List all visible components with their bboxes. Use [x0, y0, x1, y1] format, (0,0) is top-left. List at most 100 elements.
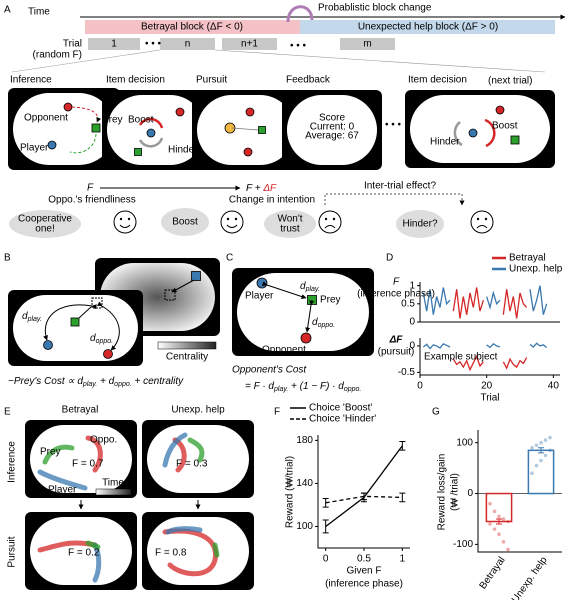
prey-label: Prey	[102, 115, 123, 126]
time-label: Time	[102, 478, 124, 489]
opponent-label: Opponent	[24, 113, 68, 124]
subject-point	[492, 527, 497, 531]
arena	[13, 93, 115, 165]
subject-point	[530, 445, 534, 450]
error-bar	[538, 447, 544, 454]
trajectory	[212, 542, 220, 558]
trial-cell-label: 1	[111, 39, 117, 50]
feedback-line: Score	[319, 113, 346, 124]
trajectory	[85, 540, 101, 550]
stage-title: Item decision	[106, 75, 165, 86]
prey	[307, 295, 317, 305]
subject-point	[506, 547, 510, 552]
bubble-text: one!	[35, 224, 54, 235]
column-title: Unexp. help	[171, 405, 225, 416]
trajectory	[165, 526, 203, 535]
trial-cell-label: n	[185, 39, 191, 50]
bubble-text: Hinder?	[402, 219, 437, 230]
x-tick-label: 0	[417, 381, 423, 392]
y-tick-label: 0	[409, 317, 415, 328]
x-label: Given F	[346, 566, 381, 577]
agent	[146, 128, 156, 138]
boost-arc	[138, 117, 164, 129]
stage-title: Feedback	[286, 75, 331, 86]
series-line	[452, 287, 528, 319]
hinder-label: Hinder	[430, 137, 460, 148]
agent	[468, 128, 478, 138]
inter-trial-label: Inter-trial effect?	[364, 181, 437, 192]
y-label: Reward (₩/trial)	[285, 456, 296, 528]
error-bar	[322, 497, 329, 508]
boost-arc	[484, 118, 496, 148]
ellipsis: • • •	[145, 39, 162, 50]
text-part: + centrality	[132, 376, 184, 387]
d-oppo-arc	[96, 301, 120, 351]
d-oppo-label: doppo.	[312, 317, 335, 330]
centrality-label: Centrality	[166, 352, 208, 363]
bubble-text: trust	[280, 224, 300, 235]
f-label: F = 0.7	[72, 459, 104, 470]
text-part: + d	[97, 376, 114, 387]
error-bar	[361, 492, 367, 501]
stage-title: Pursuit	[196, 75, 227, 86]
subject-point	[501, 517, 506, 521]
block-label: Betrayal block (ΔF < 0)	[141, 22, 243, 33]
eye	[234, 217, 238, 221]
y-tick-label: 1	[409, 280, 415, 291]
annotation: Example subject	[424, 352, 498, 363]
eye	[332, 217, 336, 221]
panel-letter: C	[226, 253, 233, 264]
text-part: oppo.	[96, 338, 114, 345]
subject-point	[539, 440, 543, 445]
agent	[175, 107, 185, 117]
d-oppo-label: doppo.	[90, 333, 113, 346]
trajectory	[187, 437, 205, 463]
x-tick-label: 20	[481, 381, 493, 392]
axis	[477, 430, 562, 553]
subject-point	[488, 501, 492, 506]
x-label: Trial	[480, 393, 499, 404]
centrality-bar	[157, 341, 217, 350]
prey	[510, 135, 520, 145]
legend-label: Choice 'Hinder'	[309, 414, 376, 425]
trajectory	[162, 432, 188, 468]
subject-point	[543, 453, 548, 458]
player-label: Player	[245, 291, 274, 302]
y-tick-label: -100	[453, 539, 473, 550]
agent	[495, 105, 505, 115]
text-part: oppo.	[114, 381, 132, 388]
stage-title: Item decision	[408, 75, 467, 86]
thought-bubble	[9, 210, 81, 238]
x-tick-label: Betrayal	[478, 555, 508, 591]
opponent-cost-formula: = F · dplay. + (1 − F) · doppo.	[245, 381, 361, 394]
f-label: F = 0.3	[176, 459, 208, 470]
trial-cell	[88, 38, 140, 50]
y-label-note: (pursuit)	[378, 347, 415, 358]
f-label: F = 0.2	[68, 548, 100, 559]
text-part: play.	[305, 286, 320, 293]
prey	[70, 317, 80, 327]
y-label: ΔF	[389, 335, 404, 346]
eye	[484, 217, 488, 221]
target-box	[164, 289, 176, 301]
time-bar	[95, 488, 132, 496]
x-tick-label: 40	[548, 381, 560, 392]
series-line	[422, 285, 548, 315]
y-tick-label: 100	[456, 437, 473, 448]
row-title: Inference	[7, 441, 18, 483]
feedback-line: Average: 67	[305, 131, 359, 142]
subject-point	[534, 443, 539, 448]
subject-point	[539, 458, 543, 463]
arena	[287, 95, 377, 165]
player-square	[191, 271, 201, 281]
zoom-line	[11, 49, 161, 73]
hinder-label: Hinder	[168, 145, 198, 156]
trial-cell	[222, 38, 277, 50]
eye	[119, 217, 123, 221]
thought-bubble	[396, 210, 444, 238]
x-label-note: (inference phase)	[325, 579, 403, 590]
trajectory	[162, 528, 218, 577]
ellipsis: • • •	[290, 41, 307, 52]
time-label: Time	[28, 7, 50, 18]
